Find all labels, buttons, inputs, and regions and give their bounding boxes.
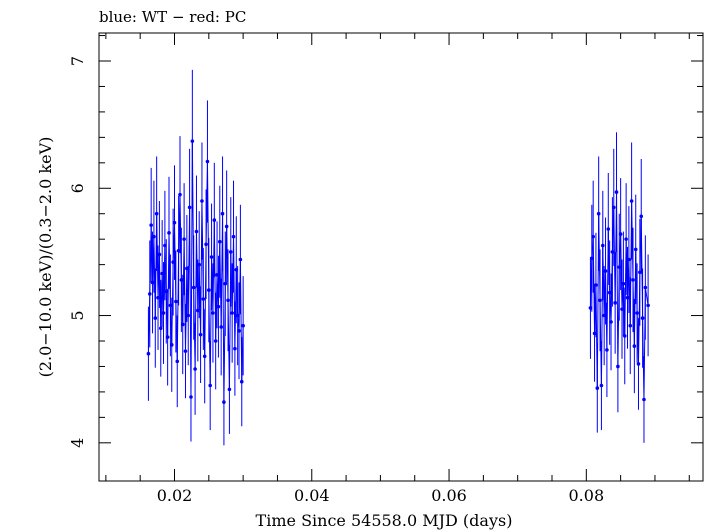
- series-line-segment: [147, 293, 151, 354]
- series-line-segment: [184, 268, 188, 352]
- data-point: [632, 344, 637, 348]
- data-point: [605, 348, 609, 352]
- series-line-segment: [606, 228, 609, 350]
- series-line-segment: [624, 239, 627, 336]
- y-tick-label: 7: [68, 56, 87, 66]
- data-point: [595, 386, 600, 390]
- data-point: [239, 379, 244, 384]
- data-point: [636, 362, 641, 366]
- series-line-segment: [191, 141, 195, 288]
- series-line-segment: [643, 287, 646, 400]
- series-line-segment: [200, 200, 203, 335]
- series-line-segment: [228, 251, 232, 390]
- data-point: [609, 320, 613, 324]
- series-line-segment: [167, 232, 170, 338]
- x-axis: 0.02 0.04 0.06 0.08: [105, 33, 690, 505]
- data-point: [186, 313, 191, 318]
- y-tick-label: 5: [68, 310, 87, 320]
- series-line-segment: [241, 325, 244, 382]
- series-line-segment: [592, 236, 596, 334]
- series-line-segment: [176, 250, 180, 362]
- series-line-segment: [600, 245, 604, 386]
- data-point: [146, 351, 151, 356]
- series-line-segment: [164, 245, 167, 292]
- x-tick-label: 0.04: [294, 486, 330, 505]
- series-line-segment: [239, 259, 243, 382]
- series-line-segment: [235, 269, 239, 316]
- series-line-segment: [625, 239, 628, 298]
- series-line-segment: [154, 213, 158, 319]
- series-line-segment: [233, 236, 236, 349]
- series-wt: [146, 69, 650, 446]
- series-line-segment: [223, 283, 226, 403]
- series-line-segment: [174, 222, 177, 302]
- series-line-segment: [610, 251, 613, 322]
- data-point: [158, 326, 163, 331]
- series-line-segment: [222, 213, 225, 403]
- series-line-segment: [215, 274, 218, 342]
- x-tick-label: 0.08: [569, 486, 605, 505]
- data-point: [202, 354, 207, 359]
- data-point: [241, 323, 245, 328]
- series-line-segment: [209, 256, 213, 386]
- series-line-segment: [640, 216, 644, 319]
- x-axis-title: Time Since 54558.0 MJD (days): [256, 511, 513, 530]
- series-line-segment: [183, 239, 186, 352]
- data-point: [599, 383, 604, 388]
- series-line-segment: [206, 161, 210, 291]
- series-line-segment: [201, 200, 204, 300]
- series-line-segment: [589, 258, 593, 308]
- series-line-segment: [629, 200, 633, 326]
- data-point: [180, 322, 185, 327]
- series-line-segment: [158, 254, 162, 329]
- series-line-segment: [607, 228, 611, 293]
- series-line-segment: [635, 249, 638, 314]
- series-line-segment: [602, 245, 605, 316]
- series-line-segment: [204, 244, 207, 357]
- series-line-segment: [616, 192, 619, 367]
- y-axis-title: (2.0−10.0 keV)/(0.3−2.0 keV): [36, 137, 55, 378]
- series-line-segment: [637, 272, 641, 364]
- data-point: [222, 400, 226, 404]
- series-line-segment: [234, 269, 237, 349]
- data-point: [147, 292, 152, 296]
- y-tick-label: 4: [68, 438, 87, 448]
- series-line-segment: [160, 273, 163, 329]
- series-line-segment: [620, 234, 623, 310]
- series-line-segment: [644, 287, 649, 306]
- series-line-segment: [149, 225, 152, 294]
- series-line-segment: [631, 200, 634, 280]
- y-tick-label: 6: [68, 183, 87, 193]
- chart-title: blue: WT − red: PC: [99, 8, 246, 26]
- series-line-segment: [179, 194, 182, 280]
- data-point: [616, 364, 620, 369]
- series-line-segment: [195, 231, 199, 311]
- data-point: [223, 281, 228, 286]
- series-line-segment: [190, 141, 193, 398]
- series-line-segment: [168, 232, 171, 306]
- data-point: [208, 383, 212, 388]
- series-line-segment: [194, 231, 197, 370]
- data-point: [153, 316, 158, 320]
- data-series: [146, 69, 650, 446]
- series-line-segment: [213, 220, 217, 342]
- data-point: [642, 397, 646, 402]
- series-line-segment: [150, 225, 154, 283]
- data-point: [646, 303, 650, 308]
- y-axis: 4 5 6 7: [68, 35, 703, 448]
- series-line-segment: [156, 213, 159, 298]
- series-line-segment: [598, 213, 601, 301]
- plot-frame: [98, 32, 704, 482]
- x-tick-label: 0.02: [157, 486, 193, 505]
- series-line-segment: [226, 226, 229, 301]
- series-line-segment: [163, 245, 166, 314]
- x-tick-label: 0.06: [431, 486, 467, 505]
- series-line-segment: [596, 213, 600, 389]
- series-line-segment: [617, 267, 620, 367]
- data-point: [628, 323, 633, 328]
- data-point: [622, 334, 627, 338]
- series-line-segment: [171, 262, 174, 345]
- series-line-segment: [633, 249, 637, 347]
